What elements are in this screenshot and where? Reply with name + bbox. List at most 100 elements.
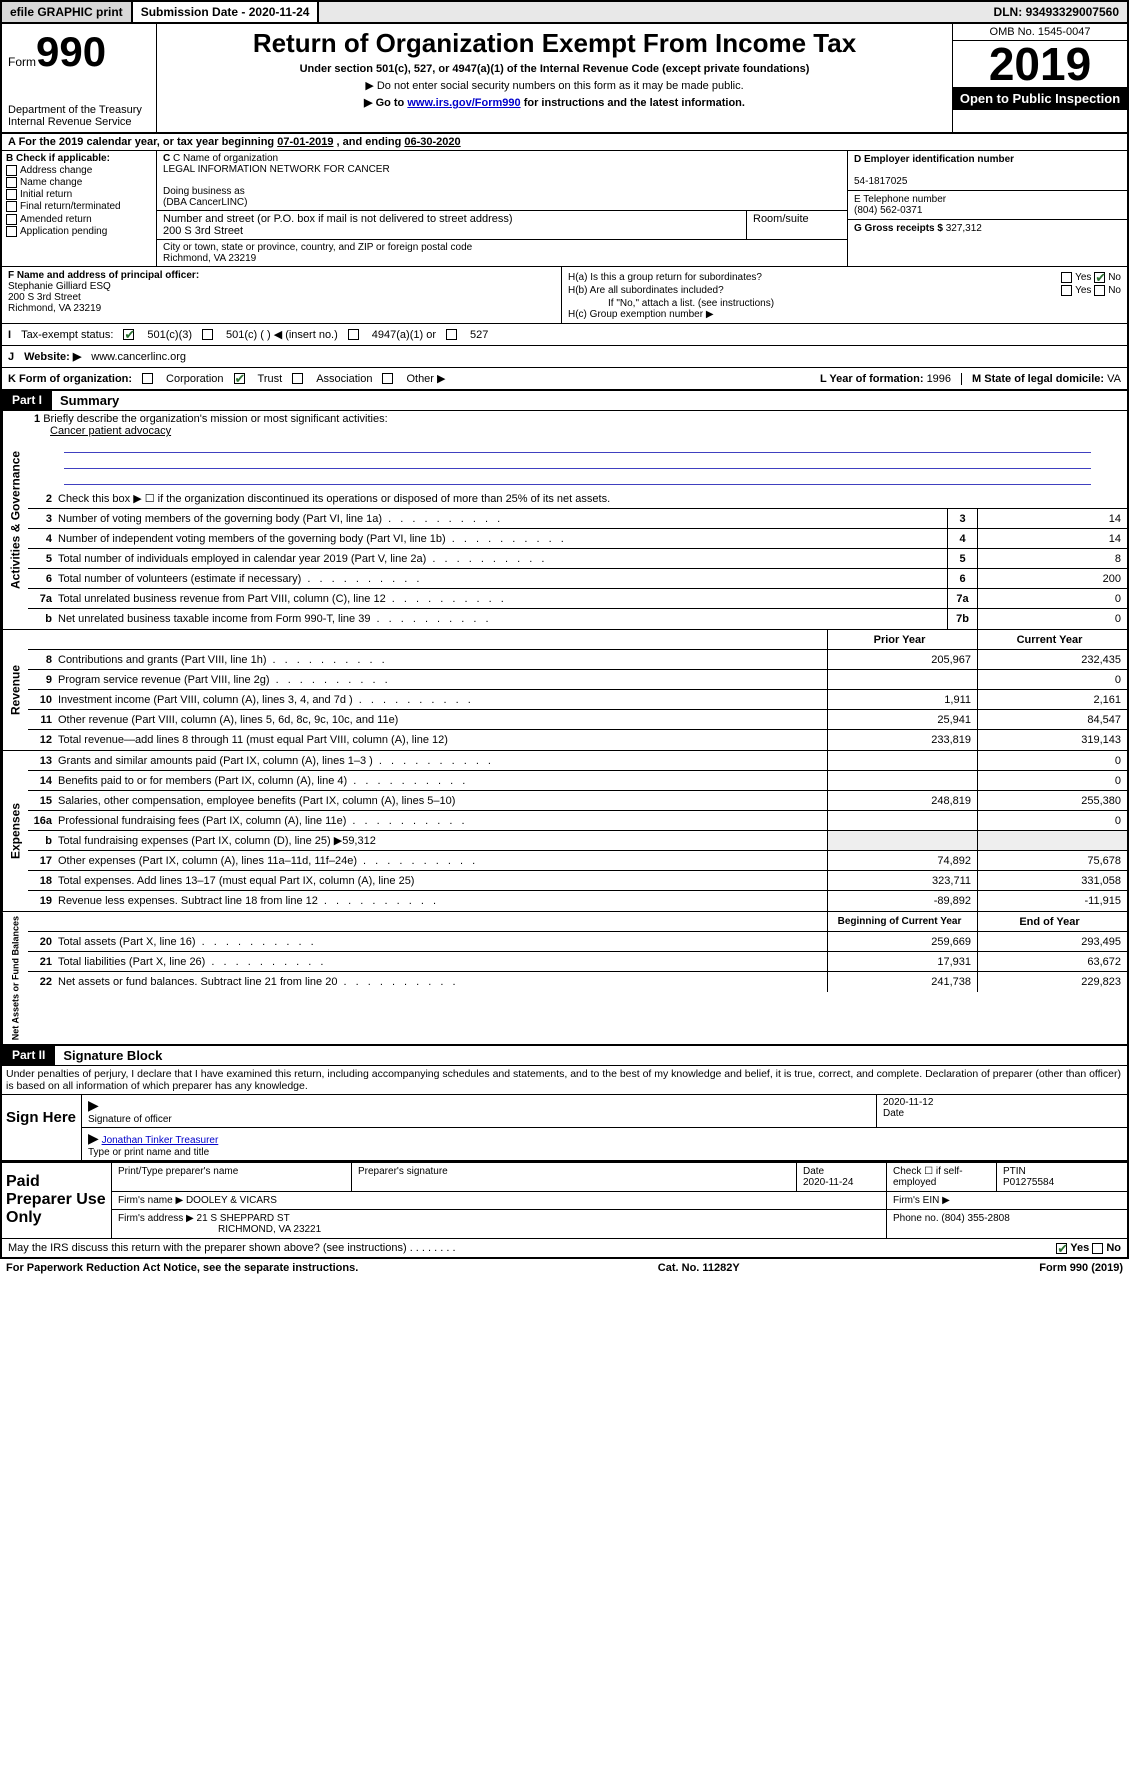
h-a-yes[interactable] [1061,272,1072,283]
cat-no: Cat. No. 11282Y [658,1262,740,1274]
form-number: 990 [36,28,106,75]
current-year-header: Current Year [977,630,1127,649]
c19: -11,915 [977,891,1127,911]
officer-addr2: Richmond, VA 23219 [8,303,101,314]
cb-527[interactable] [446,329,457,340]
cb-trust[interactable] [234,373,245,384]
irs-link[interactable]: www.irs.gov/Form990 [407,97,520,109]
cb-other[interactable] [382,373,393,384]
cb-name-change[interactable]: Name change [6,177,152,188]
h-a-no[interactable] [1094,272,1105,283]
mission-text: Cancer patient advocacy [34,425,171,437]
line-15: Salaries, other compensation, employee b… [58,793,827,809]
c14: 0 [977,771,1127,790]
part-1-header: Part I [2,391,52,410]
p9 [827,670,977,689]
discuss-yes[interactable] [1056,1243,1067,1254]
h-c-label: H(c) Group exemption number ▶ [568,309,1121,320]
addr-label: Number and street (or P.O. box if mail i… [163,213,740,225]
h-b-note: If "No," attach a list. (see instruction… [568,298,1121,309]
line-16a: Professional fundraising fees (Part IX, … [58,813,827,829]
prep-date-label: Date [803,1166,824,1177]
street-address: 200 S 3rd Street [163,225,740,237]
p17: 74,892 [827,851,977,870]
line-4: Number of independent voting members of … [58,531,947,547]
c15: 255,380 [977,791,1127,810]
org-name: LEGAL INFORMATION NETWORK FOR CANCER [163,164,841,175]
c10: 2,161 [977,690,1127,709]
name-title-label: Type or print name and title [88,1147,209,1158]
firm-addr-label: Firm's address ▶ [118,1213,194,1224]
cb-initial-return[interactable]: Initial return [6,189,152,200]
cb-corp[interactable] [142,373,153,384]
cb-application-pending[interactable]: Application pending [6,226,152,237]
prior-year-header: Prior Year [827,630,977,649]
p18: 323,711 [827,871,977,890]
officer-addr1: 200 S 3rd Street [8,292,81,303]
year-formation: L Year of formation: 1996 [820,373,951,385]
city-label: City or town, state or province, country… [163,242,841,253]
gross-receipts: 327,312 [946,223,982,234]
firm-name-label: Firm's name ▶ [118,1195,183,1206]
open-inspection: Open to Public Inspection [953,87,1127,110]
officer-name-link[interactable]: Jonathan Tinker Treasurer [102,1135,219,1146]
form-title: Return of Organization Exempt From Incom… [165,28,944,59]
cb-501c3[interactable] [123,329,134,340]
p22: 241,738 [827,972,977,992]
irs-label: Internal Revenue Service [8,116,150,128]
section-net-assets: Net Assets or Fund Balances [2,912,28,1044]
val-3: 14 [977,509,1127,528]
h-b-no[interactable] [1094,285,1105,296]
form-label: Form [8,55,36,69]
cb-address-change[interactable]: Address change [6,165,152,176]
part-2-header: Part II [2,1046,55,1065]
ptin-label: PTIN [1003,1166,1026,1177]
form-subtitle: Under section 501(c), 527, or 4947(a)(1)… [165,63,944,75]
c20: 293,495 [977,932,1127,951]
line-8: Contributions and grants (Part VIII, lin… [58,652,827,668]
line-14: Benefits paid to or for members (Part IX… [58,773,827,789]
discuss-no[interactable] [1092,1243,1103,1254]
p12: 233,819 [827,730,977,750]
line-18: Total expenses. Add lines 13–17 (must eq… [58,873,827,889]
phone-label: E Telephone number [854,194,946,205]
c16a: 0 [977,811,1127,830]
officer-name: Stephanie Gilliard ESQ [8,281,111,292]
firm-name: DOOLEY & VICARS [186,1195,277,1206]
p20: 259,669 [827,932,977,951]
part-1-title: Summary [52,391,127,410]
state-domicile: M State of legal domicile: VA [961,373,1121,385]
efile-print-button[interactable]: efile GRAPHIC print [2,2,133,22]
self-employed-label: Check ☐ if self-employed [887,1163,997,1191]
p8: 205,967 [827,650,977,669]
h-b-yes[interactable] [1061,285,1072,296]
line-9: Program service revenue (Part VIII, line… [58,672,827,688]
cb-4947[interactable] [348,329,359,340]
prep-date: 2020-11-24 [803,1177,853,1188]
dba: (DBA CancerLINC) [163,197,841,208]
sig-date: 2020-11-12 [883,1097,933,1108]
firm-phone-label: Phone no. [893,1213,939,1224]
cb-501c[interactable] [202,329,213,340]
p16a [827,811,977,830]
ein-label: D Employer identification number [854,154,1014,165]
website: www.cancerlinc.org [91,351,186,363]
dba-label: Doing business as [163,186,841,197]
line-21: Total liabilities (Part X, line 26) [58,954,827,970]
col-f-officer: F Name and address of principal officer:… [2,267,562,323]
section-activities-governance: Activities & Governance [2,411,28,629]
room-suite-label: Room/suite [747,211,847,239]
c9: 0 [977,670,1127,689]
perjury-statement: Under penalties of perjury, I declare th… [2,1066,1127,1094]
cb-assoc[interactable] [292,373,303,384]
c22: 229,823 [977,972,1127,992]
h-a-label: H(a) Is this a group return for subordin… [568,272,762,283]
tax-year: 2019 [953,41,1127,87]
cb-final-return[interactable]: Final return/terminated [6,201,152,212]
dln: DLN: 93493329007560 [986,2,1127,22]
p11: 25,941 [827,710,977,729]
p21: 17,931 [827,952,977,971]
ptin: P01275584 [1003,1177,1054,1188]
firm-addr1: 21 S SHEPPARD ST [197,1213,290,1224]
cb-amended[interactable]: Amended return [6,214,152,225]
